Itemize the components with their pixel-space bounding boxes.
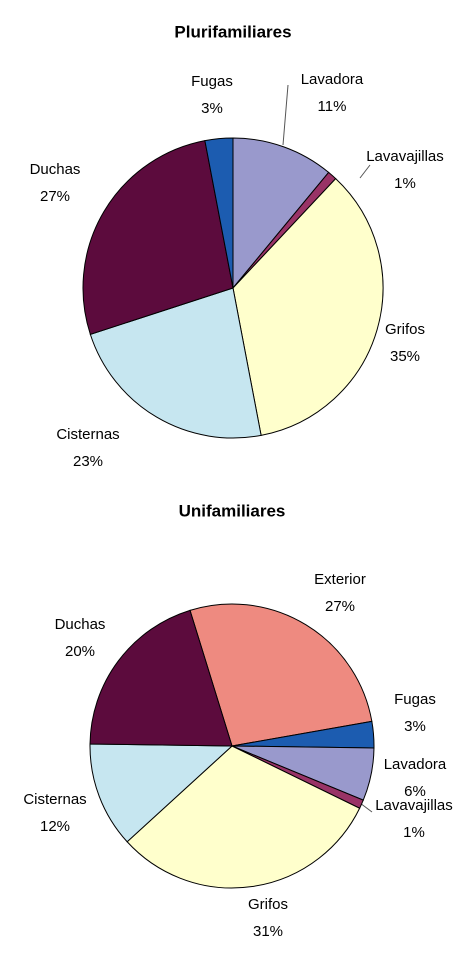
slice-label: Exterior [314, 571, 366, 588]
value-label: 11% [318, 98, 347, 115]
slice-label: Lavadora [384, 756, 447, 773]
slice-label: Lavavajillas [366, 148, 444, 165]
chart-title: Unifamiliares [179, 501, 286, 520]
value-label: 6% [404, 783, 426, 800]
slice-label: Duchas [55, 616, 106, 633]
slice-label: Grifos [385, 321, 425, 338]
leader-line [359, 802, 373, 813]
pie-slice [89, 287, 262, 439]
slice-label: Cisternas [23, 791, 86, 808]
leader-line [359, 164, 371, 179]
value-label: 1% [403, 824, 425, 841]
pie-slice [126, 745, 361, 889]
chart-title: Plurifamiliares [174, 22, 291, 41]
pie-slice [89, 743, 234, 843]
pie-slice [232, 177, 384, 436]
value-label: 20% [65, 643, 95, 660]
slice-label: Duchas [30, 161, 81, 178]
slice-label: Fugas [191, 73, 233, 90]
slice-label: Grifos [248, 896, 288, 913]
pie-slice [232, 137, 330, 290]
value-label: 3% [404, 718, 426, 735]
slice-label: Cisternas [56, 426, 119, 443]
pie-slice [89, 609, 233, 747]
leader-line [282, 84, 289, 146]
value-label: 27% [40, 188, 70, 205]
slice-label: Lavavajillas [375, 797, 453, 814]
value-label: 27% [325, 598, 355, 615]
pie-slice [204, 137, 234, 289]
value-label: 3% [201, 100, 223, 117]
value-label: 12% [40, 818, 70, 835]
value-label: 35% [390, 348, 420, 365]
slice-label: Lavadora [301, 71, 364, 88]
pie-slice [82, 140, 234, 335]
value-label: 1% [394, 175, 416, 192]
value-label: 23% [73, 453, 103, 470]
pie-slice [189, 603, 373, 747]
slice-label: Fugas [394, 691, 436, 708]
value-label: 31% [253, 923, 283, 940]
